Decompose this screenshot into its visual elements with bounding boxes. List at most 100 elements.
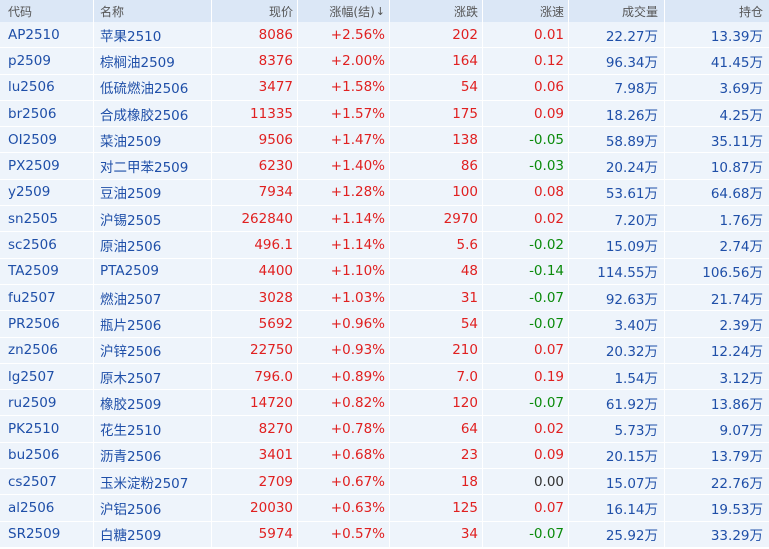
cell-name[interactable]: 沥青2506 — [94, 442, 212, 469]
cell-volume: 20.15万 — [569, 442, 665, 469]
table-row[interactable]: bu2506 沥青2506 3401 +0.68% 23 0.09 20.15万 13.79万 — [0, 442, 769, 470]
table-row[interactable]: sc2506 原油2506 496.1 +1.14% 5.6 -0.02 15.09万 2.7… — [0, 232, 769, 259]
cell-name[interactable]: 原油2506 — [94, 232, 212, 258]
table-row[interactable]: PX2509 对二甲苯2509 6230 +1.40% 86 -0.03 20.24万 10.… — [0, 153, 769, 180]
cell-name[interactable]: 瓶片2506 — [94, 311, 212, 337]
cell-open-interest: 4.25万 — [719, 107, 763, 124]
cell-code[interactable]: PR2506 — [0, 311, 94, 337]
cell-code[interactable]: bu2506 — [0, 442, 94, 469]
cell-name[interactable]: 低硫燃油2506 — [94, 74, 212, 100]
table-row[interactable]: fu2507 燃油2507 3028 +1.03% 31 -0.07 92.63万 21.74… — [0, 284, 769, 312]
header-code[interactable]: 代码 — [0, 0, 94, 22]
table-row[interactable]: al2506 沪铝2506 20030 +0.63% 125 0.07 16.14万 19.5… — [0, 495, 769, 522]
cell-code[interactable]: zn2506 — [0, 337, 94, 363]
table-body: AP2510 苹果2510 8086 +2.56% 202 0.01 22.27万 13.39… — [0, 22, 769, 548]
cell-name[interactable]: 对二甲苯2509 — [94, 153, 212, 179]
table-row[interactable]: p2509 棕榈油2509 8376 +2.00% 164 0.12 96.34万 41.45… — [0, 48, 769, 75]
header-name[interactable]: 名称 — [94, 0, 212, 22]
cell-pct-change: +1.28% — [298, 179, 390, 206]
cell-pct-change: +0.63% — [298, 495, 390, 521]
header-pct-change[interactable]: 涨幅(结) ↓ — [298, 0, 390, 22]
cell-price: 3477 — [212, 74, 298, 100]
cell-volume: 25.92万 — [569, 521, 665, 547]
cell-change: 31 — [390, 284, 483, 311]
cell-pct-change: +1.03% — [298, 284, 390, 311]
cell-code[interactable]: OI2509 — [0, 127, 94, 153]
cell-code[interactable]: al2506 — [0, 495, 94, 521]
cell-change: 64 — [390, 416, 483, 442]
cell-name[interactable]: 橡胶2509 — [94, 390, 212, 416]
cell-change: 120 — [390, 390, 483, 416]
cell-pct-change: +0.82% — [298, 390, 390, 416]
cell-open-interest: 64.68万 — [710, 186, 763, 203]
table-row[interactable]: AP2510 苹果2510 8086 +2.56% 202 0.01 22.27万 13.39… — [0, 22, 769, 49]
table-row[interactable]: cs2507 玉米淀粉2507 2709 +0.67% 18 0.00 15.07万 22.7… — [0, 469, 769, 496]
cell-name[interactable]: PTA2509 — [94, 258, 212, 284]
cell-name[interactable]: 花生2510 — [94, 416, 212, 442]
cell-name[interactable]: 沪锡2505 — [94, 206, 212, 232]
cell-code[interactable]: PK2510 — [0, 416, 94, 442]
cell-code[interactable]: sn2505 — [0, 206, 94, 232]
sort-descending-icon[interactable]: ↓ — [375, 4, 385, 18]
cell-pct-change: +1.14% — [298, 206, 390, 232]
table-row[interactable]: PK2510 花生2510 8270 +0.78% 64 0.02 5.73万 9.07万 — [0, 416, 769, 443]
table-row[interactable]: y2509 豆油2509 7934 +1.28% 100 0.08 53.61万 64.68万 — [0, 179, 769, 207]
table-row[interactable]: SR2509 白糖2509 5974 +0.57% 34 -0.07 25.92万 33.29… — [0, 521, 769, 548]
table-row[interactable]: lg2507 原木2507 796.0 +0.89% 7.0 0.19 1.54万 3.12万 — [0, 363, 769, 391]
cell-code[interactable]: lg2507 — [0, 363, 94, 390]
header-volume[interactable]: 成交量 — [569, 0, 665, 22]
cell-volume: 15.07万 — [569, 469, 665, 495]
cell-name[interactable]: 白糖2509 — [94, 521, 212, 547]
table-row[interactable]: OI2509 菜油2509 9506 +1.47% 138 -0.05 58.89万 35.1… — [0, 127, 769, 154]
cell-code[interactable]: TA2509 — [0, 258, 94, 284]
cell-name[interactable]: 燃油2507 — [94, 284, 212, 311]
cell-name[interactable]: 沪铝2506 — [94, 495, 212, 521]
header-change[interactable]: 涨跌 — [390, 0, 483, 22]
table-row[interactable]: lu2506 低硫燃油2506 3477 +1.58% 54 0.06 7.98万 3.69万 — [0, 74, 769, 101]
cell-code[interactable]: fu2507 — [0, 284, 94, 311]
cell-code[interactable]: AP2510 — [0, 22, 94, 48]
cell-code[interactable]: SR2509 — [0, 521, 94, 547]
table-row[interactable]: PR2506 瓶片2506 5692 +0.96% 54 -0.07 3.40万 2.39万 — [0, 311, 769, 338]
cell-speed: -0.03 — [483, 153, 569, 179]
cell-name[interactable]: 苹果2510 — [94, 22, 212, 48]
table-row[interactable]: sn2505 沪锡2505 262840 +1.14% 2970 0.02 7.20万 1.7… — [0, 206, 769, 233]
cell-volume: 7.98万 — [569, 74, 665, 100]
cell-name[interactable]: 沪锌2506 — [94, 337, 212, 363]
table-row[interactable]: br2506 合成橡胶2506 11335 +1.57% 175 0.09 18.26万 4.… — [0, 100, 769, 128]
cell-code[interactable]: br2506 — [0, 100, 94, 127]
cell-name[interactable]: 合成橡胶2506 — [94, 100, 212, 127]
cell-code[interactable]: lu2506 — [0, 74, 94, 100]
header-speed[interactable]: 涨速 — [483, 0, 569, 22]
cell-change: 202 — [390, 22, 483, 48]
cell-open-interest: 12.24万 — [710, 344, 763, 361]
cell-name[interactable]: 菜油2509 — [94, 127, 212, 153]
header-price-label: 现价 — [268, 4, 293, 19]
cell-code[interactable]: cs2507 — [0, 469, 94, 495]
cell-code[interactable]: ru2509 — [0, 390, 94, 416]
cell-volume: 3.40万 — [569, 311, 665, 337]
cell-open-interest: 2.74万 — [719, 239, 763, 256]
table-row[interactable]: ru2509 橡胶2509 14720 +0.82% 120 -0.07 61.92万 13.… — [0, 390, 769, 417]
table-row[interactable]: zn2506 沪锌2506 22750 +0.93% 210 0.07 20.32万 12.2… — [0, 337, 769, 364]
cell-pct-change: +1.57% — [298, 100, 390, 127]
cell-price: 8376 — [212, 48, 298, 74]
cell-code[interactable]: p2509 — [0, 48, 94, 74]
table-row[interactable]: TA2509 PTA2509 4400 +1.10% 48 -0.14 114.55万 106… — [0, 258, 769, 285]
cell-change: 2970 — [390, 206, 483, 232]
cell-name[interactable]: 棕榈油2509 — [94, 48, 212, 74]
header-price[interactable]: 现价 — [212, 0, 298, 22]
cell-code[interactable]: PX2509 — [0, 153, 94, 179]
cell-pct-change: +0.67% — [298, 469, 390, 495]
cell-name[interactable]: 玉米淀粉2507 — [94, 469, 212, 495]
cell-speed: -0.07 — [483, 390, 569, 416]
cell-code[interactable]: y2509 — [0, 179, 94, 206]
cell-price: 9506 — [212, 127, 298, 153]
cell-name[interactable]: 原木2507 — [94, 363, 212, 390]
cell-open-interest: 2.39万 — [719, 317, 763, 334]
header-open-interest[interactable]: 持仓 — [665, 0, 769, 22]
cell-code[interactable]: sc2506 — [0, 232, 94, 258]
cell-name[interactable]: 豆油2509 — [94, 179, 212, 206]
cell-volume: 18.26万 — [569, 100, 665, 127]
